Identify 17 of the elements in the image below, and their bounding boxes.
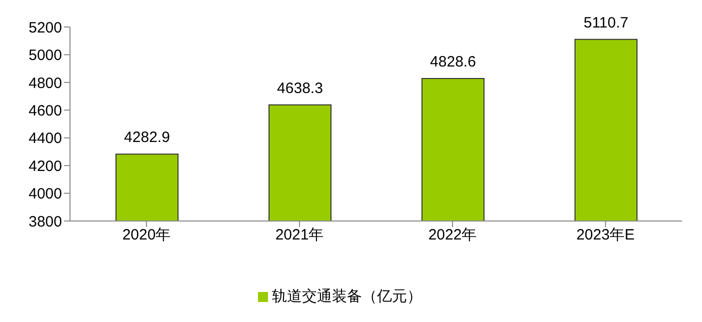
- legend-label: 轨道交通装备（亿元）: [272, 288, 422, 305]
- data-label: 4638.3: [277, 80, 323, 97]
- y-tick-label: 5000: [28, 47, 62, 64]
- y-tick-label: 5200: [28, 19, 62, 36]
- y-tick-label: 4400: [28, 130, 62, 148]
- x-tick-label: 2023年E: [576, 226, 635, 244]
- x-tick-label: 2022年: [428, 226, 477, 244]
- data-label: 5110.7: [584, 14, 628, 32]
- y-tick-label: 4000: [28, 186, 62, 203]
- y-tick-label: 4800: [28, 74, 62, 92]
- data-label: 4282.9: [124, 129, 170, 146]
- x-tick-label: 2021年: [275, 226, 324, 244]
- y-tick-label: 3800: [28, 213, 62, 230]
- x-tick-label: 2020年: [122, 226, 171, 244]
- y-tick-label: 4600: [28, 102, 62, 120]
- y-tick-label: 4200: [28, 158, 62, 175]
- data-label: 4828.6: [430, 53, 476, 70]
